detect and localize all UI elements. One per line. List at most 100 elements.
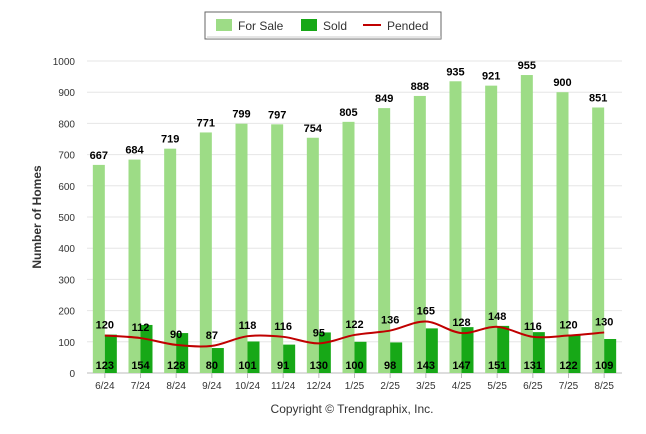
data-label-for-sale: 667 xyxy=(90,150,108,162)
bar-sold xyxy=(354,341,367,373)
data-label-for-sale: 921 xyxy=(482,71,500,83)
x-tick-label: 8/25 xyxy=(594,381,614,392)
data-label-for-sale: 719 xyxy=(161,134,179,146)
data-label-sold: 100 xyxy=(345,360,363,372)
legend: For Sale Sold Pended xyxy=(204,11,442,40)
data-label-sold: 147 xyxy=(452,360,470,372)
data-label-sold: 122 xyxy=(559,360,577,372)
data-label-pended: 116 xyxy=(274,321,292,333)
bar-for-sale xyxy=(485,85,498,373)
bar-for-sale xyxy=(128,159,141,373)
bar-sold xyxy=(425,328,438,373)
data-label-for-sale: 797 xyxy=(268,109,286,121)
x-tick-label: 10/24 xyxy=(235,381,260,392)
data-label-sold: 131 xyxy=(524,360,542,372)
x-tick-label: 12/24 xyxy=(306,381,331,392)
x-tick-label: 6/25 xyxy=(523,381,543,392)
data-label-for-sale: 684 xyxy=(125,145,144,157)
bar-sold xyxy=(497,325,510,373)
bar-for-sale xyxy=(378,108,391,373)
y-tick-label: 400 xyxy=(58,244,75,255)
data-label-for-sale: 805 xyxy=(339,107,357,119)
data-label-pended: 120 xyxy=(96,320,114,332)
data-label-for-sale: 771 xyxy=(197,117,215,129)
data-label-pended: 90 xyxy=(170,329,182,341)
data-label-for-sale: 851 xyxy=(589,92,607,104)
legend-box xyxy=(204,11,442,40)
data-label-pended: 122 xyxy=(345,319,363,331)
bar-for-sale xyxy=(235,123,248,373)
legend-label-for-sale: For Sale xyxy=(238,19,284,33)
bar-sold xyxy=(532,332,545,373)
y-tick-label: 700 xyxy=(58,151,75,162)
data-label-pended: 87 xyxy=(206,330,218,342)
bar-for-sale xyxy=(92,164,105,373)
y-tick-label: 0 xyxy=(69,369,75,380)
x-tick-label: 6/24 xyxy=(95,381,115,392)
data-label-pended: 128 xyxy=(452,317,470,329)
bar-for-sale xyxy=(556,92,569,373)
bar-sold xyxy=(211,348,224,373)
y-tick-label: 1000 xyxy=(53,57,76,68)
x-tick-label: 5/25 xyxy=(487,381,507,392)
data-label-sold: 80 xyxy=(206,360,218,372)
bars xyxy=(92,75,617,373)
bar-for-sale xyxy=(342,121,355,373)
bar-for-sale xyxy=(271,124,284,373)
legend-swatch-sold xyxy=(301,19,317,31)
pended-line xyxy=(104,320,605,348)
data-label-pended: 165 xyxy=(417,306,435,318)
bar-for-sale xyxy=(413,95,426,373)
data-label-pended: 95 xyxy=(313,327,325,339)
data-label-pended: 130 xyxy=(595,316,613,328)
bar-sold xyxy=(247,341,260,373)
data-labels: 667 123 120 684 154 112 719 128 90 771 80 87 799 101 1… xyxy=(90,60,614,372)
data-label-sold: 101 xyxy=(238,360,256,372)
legend-swatch-for-sale xyxy=(216,19,232,31)
x-tick-label: 3/25 xyxy=(416,381,436,392)
bar-for-sale xyxy=(306,137,319,373)
bar-sold xyxy=(390,342,403,373)
data-label-pended: 118 xyxy=(239,320,257,332)
data-label-pended: 112 xyxy=(132,322,150,334)
y-tick-label: 300 xyxy=(58,275,75,286)
data-label-for-sale: 935 xyxy=(446,66,464,78)
data-label-for-sale: 888 xyxy=(411,81,429,93)
bar-sold xyxy=(140,324,153,373)
data-label-sold: 128 xyxy=(167,360,185,372)
legend-shadow xyxy=(207,36,441,39)
bar-sold xyxy=(461,327,474,373)
data-label-pended: 116 xyxy=(524,321,542,333)
data-label-for-sale: 799 xyxy=(232,109,250,121)
data-label-sold: 130 xyxy=(310,360,328,372)
bar-sold xyxy=(176,333,189,373)
x-axis-ticks: 6/24 7/24 8/24 9/24 10/24 11/24 12/24 1/25 2/25 3… xyxy=(95,373,614,392)
data-label-sold: 143 xyxy=(417,360,435,372)
y-tick-label: 900 xyxy=(58,88,75,99)
bar-sold xyxy=(568,334,581,373)
bar-for-sale xyxy=(592,107,605,373)
data-label-pended: 148 xyxy=(488,311,506,323)
legend-label-pended: Pended xyxy=(387,19,428,33)
data-label-sold: 123 xyxy=(96,360,114,372)
data-label-sold: 154 xyxy=(131,360,150,372)
y-tick-label: 100 xyxy=(58,338,75,349)
x-tick-label: 8/24 xyxy=(166,381,186,392)
y-tick-label: 200 xyxy=(58,307,75,318)
data-label-for-sale: 754 xyxy=(304,123,323,135)
data-label-pended: 120 xyxy=(559,320,577,332)
legend-label-sold: Sold xyxy=(323,19,347,33)
bar-sold xyxy=(283,344,296,373)
data-label-for-sale: 955 xyxy=(518,60,536,72)
bar-for-sale xyxy=(520,75,533,373)
data-label-sold: 98 xyxy=(384,360,396,372)
y-axis-title: Number of Homes xyxy=(30,165,44,269)
bar-for-sale xyxy=(449,81,462,373)
y-tick-label: 500 xyxy=(58,213,75,224)
data-label-sold: 109 xyxy=(595,360,613,372)
data-label-sold: 151 xyxy=(488,360,506,372)
pended-series-line xyxy=(104,320,605,348)
y-tick-label: 600 xyxy=(58,182,75,193)
